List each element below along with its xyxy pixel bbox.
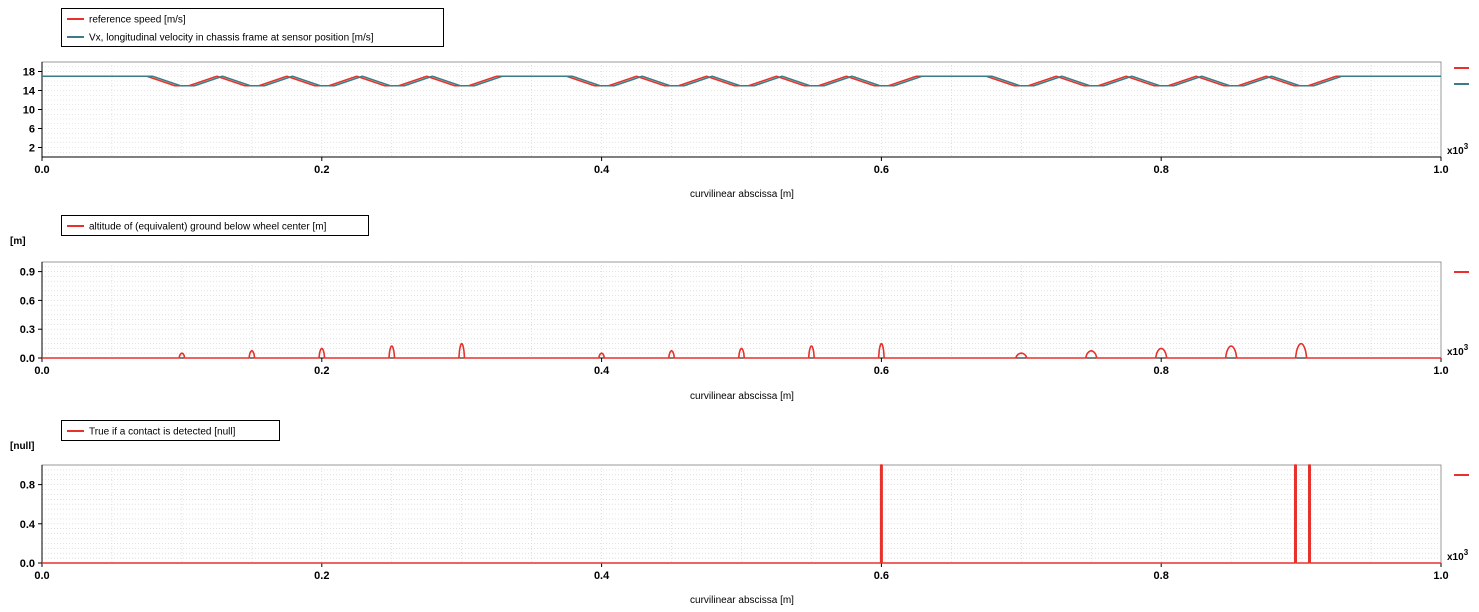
- x-multiplier-label: x103: [1447, 343, 1469, 358]
- x-tick-label: 0.0: [34, 365, 49, 377]
- series-line-1: [42, 464, 1441, 564]
- x-tick-label: 0.2: [314, 164, 329, 176]
- y-tick-label: 2: [29, 143, 35, 155]
- x-tick-label: 1.0: [1433, 365, 1448, 377]
- x-tick-label: 0.6: [874, 365, 889, 377]
- x-multiplier-label: x103: [1447, 548, 1469, 563]
- y-tick-label: 18: [23, 67, 35, 79]
- x-tick-label: 0.8: [1154, 365, 1169, 377]
- x-tick-label: 0.4: [594, 570, 610, 582]
- chart-panel-2: 0.0 0.3 0.6 0.9 0.0 0.2 0.4 0.6 0.8 1.0 x103 curvil…: [10, 215, 1469, 402]
- y-tick-label: 6: [29, 124, 35, 136]
- legend-label: True if a contact is detected [null]: [89, 427, 236, 438]
- x-tick-label: 0.6: [874, 570, 889, 582]
- series-line-2: [42, 75, 1441, 87]
- legend-label: altitude of (equivalent) ground below wh…: [89, 222, 327, 233]
- y-tick-label: 0.9: [20, 267, 35, 279]
- series-line-1: [42, 342, 1441, 359]
- x-tick-label: 0.0: [34, 570, 49, 582]
- x-tick-label: 0.0: [34, 164, 49, 176]
- x-tick-label: 1.0: [1433, 570, 1448, 582]
- y-tick-label: 0.8: [20, 480, 35, 492]
- y-tick-label: 14: [23, 86, 36, 98]
- y-tick-label: 0.4: [20, 519, 36, 531]
- x-tick-label: 0.2: [314, 570, 329, 582]
- y-unit-label: [null]: [10, 441, 34, 452]
- x-axis-title: curvilinear abscissa [m]: [690, 595, 794, 606]
- y-tick-label: 0.6: [20, 295, 35, 307]
- chart-panel-1: 2 6 10 14 18 0.0 0.2 0.4 0.6 0.8 1.0 x103 curvilinea…: [23, 8, 1469, 200]
- legend-label: Vx, longitudinal velocity in chassis fra…: [89, 33, 374, 44]
- x-tick-label: 0.8: [1154, 570, 1169, 582]
- legend: reference speed [m/s] Vx, longitudinal ve…: [61, 8, 444, 47]
- legend-label: reference speed [m/s]: [89, 15, 186, 26]
- x-multiplier-label: x103: [1447, 142, 1469, 157]
- legend: altitude of (equivalent) ground below wh…: [61, 215, 369, 236]
- y-tick-label: 10: [23, 105, 35, 117]
- legend: True if a contact is detected [null]: [61, 420, 280, 441]
- x-tick-label: 0.4: [594, 164, 610, 176]
- x-axis-title: curvilinear abscissa [m]: [690, 189, 794, 200]
- y-tick-label: 0.0: [20, 558, 35, 570]
- legend-box: [61, 215, 369, 236]
- legend-box: [61, 420, 280, 441]
- x-axis-title: curvilinear abscissa [m]: [690, 391, 794, 402]
- y-unit-label: [m]: [10, 236, 26, 247]
- chart-panel-3: 0.0 0.4 0.8 0.0 0.2 0.4 0.6 0.8 1.0 x103 curviline…: [10, 420, 1469, 606]
- x-tick-label: 0.2: [314, 365, 329, 377]
- x-tick-label: 1.0: [1433, 164, 1448, 176]
- y-tick-label: 0.0: [20, 353, 35, 365]
- x-tick-label: 0.4: [594, 365, 610, 377]
- legend-box: [61, 8, 444, 47]
- y-tick-label: 0.3: [20, 324, 35, 336]
- x-tick-label: 0.8: [1154, 164, 1169, 176]
- x-tick-label: 0.6: [874, 164, 889, 176]
